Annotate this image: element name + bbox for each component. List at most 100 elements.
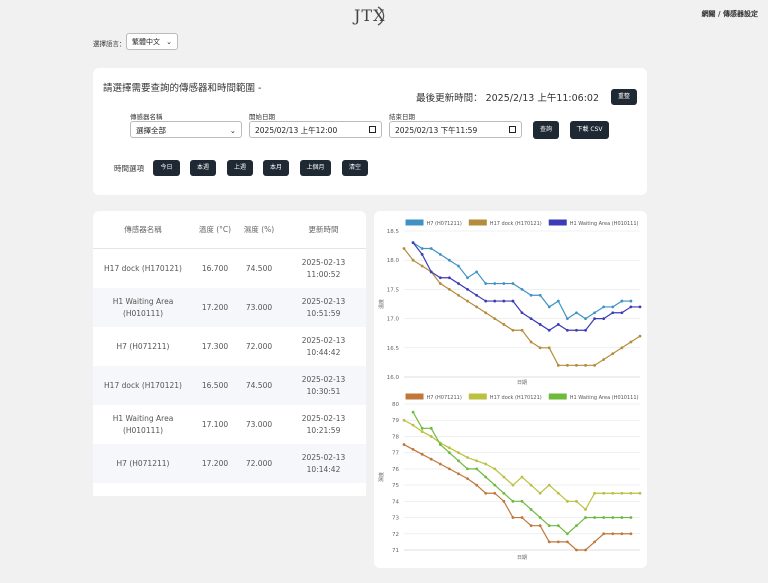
data-point — [629, 340, 633, 344]
data-point — [457, 472, 460, 476]
data-point — [602, 305, 606, 309]
data-point — [593, 363, 597, 367]
sensor-select[interactable]: 選擇全部 ⌄ — [130, 121, 242, 138]
data-point — [575, 311, 578, 315]
legend-swatch — [405, 393, 424, 400]
data-point — [511, 516, 515, 519]
data-point — [638, 491, 642, 495]
data-point — [484, 491, 488, 495]
end-input[interactable]: 2025/02/13 下午11:59 — [389, 121, 522, 138]
data-point — [411, 410, 415, 414]
data-point — [484, 311, 488, 315]
nav-link[interactable]: 網關 / 傳感器設定 — [701, 10, 758, 18]
time-option-button[interactable]: 上個月 — [300, 160, 331, 176]
data-point — [420, 252, 424, 256]
y-tick-label: 77 — [392, 451, 399, 457]
logo-mark — [377, 6, 385, 26]
time-option-button[interactable]: 清空 — [342, 160, 368, 176]
data-point — [420, 430, 424, 433]
data-point — [475, 293, 479, 297]
search-button[interactable]: 查詢 — [533, 121, 559, 139]
data-point — [565, 499, 569, 503]
legend: H7 (H071211) H17 dock (H170121) H1 Waiting… — [405, 219, 639, 227]
data-point — [538, 346, 542, 350]
data-point — [484, 475, 488, 479]
data-point — [620, 299, 624, 303]
legend-swatch — [548, 219, 567, 226]
table-row: H1 Waiting Area (H010111) 17.100 73.000 202… — [93, 405, 366, 444]
logo[interactable]: JTX — [352, 4, 388, 28]
data-point — [538, 323, 542, 326]
data-point — [529, 293, 533, 297]
language-select[interactable]: 繁體中文 ⌄ — [126, 33, 178, 50]
data-point — [620, 532, 624, 536]
table-cell: 73.000 — [237, 288, 281, 327]
data-point — [584, 363, 587, 367]
start-input[interactable]: 2025/02/13 上午12:00 — [249, 121, 382, 138]
data-point — [402, 443, 406, 446]
table-cell: H1 Waiting Area (H010111) — [112, 413, 174, 435]
table-row: H17 dock (H170121) 16.500 74.500 2025-02-13… — [93, 366, 366, 405]
header-row: 傳感器名稱 溫度 (°C) 濕度 (%) 更新時間 — [93, 211, 366, 249]
y-tick-label: 75 — [392, 483, 399, 489]
data-point — [511, 499, 515, 503]
data-point — [529, 508, 533, 511]
start-value: 2025/02/13 上午12:00 — [255, 126, 338, 135]
data-point — [547, 540, 551, 544]
data-point — [602, 317, 606, 320]
data-point — [511, 328, 515, 332]
data-point — [629, 299, 633, 303]
table-cell: 16.400 — [193, 483, 237, 496]
calendar-icon — [369, 126, 376, 133]
table-cell: 2025-02-13 10:21:59 — [301, 413, 346, 435]
y-tick-label: 80 — [392, 402, 399, 408]
table-row: H7 (H071211) 17.300 72.000 2025-02-13 10:44… — [93, 327, 366, 366]
data-point — [475, 305, 479, 309]
data-point — [565, 540, 569, 544]
data-point — [429, 270, 433, 274]
data-point — [447, 258, 451, 262]
data-point — [611, 516, 615, 519]
refresh-button[interactable]: 重整 — [611, 89, 637, 105]
time-option-button[interactable]: 上週 — [227, 160, 253, 176]
data-point — [466, 288, 469, 291]
legend-swatch — [405, 219, 424, 226]
data-point — [502, 491, 506, 495]
data-point — [593, 540, 597, 544]
data-point — [520, 516, 524, 519]
time-option-button[interactable]: 今日 — [153, 160, 180, 176]
data-point — [438, 462, 442, 466]
data-point — [429, 457, 433, 461]
table-cell: 73.000 — [245, 419, 273, 429]
data-point — [584, 508, 587, 511]
data-point — [547, 328, 551, 332]
column-header: 濕度 (%) — [237, 211, 281, 249]
end-value: 2025/02/13 下午11:59 — [395, 126, 478, 135]
data-point — [475, 270, 479, 274]
table-body: H17 dock (H170121) 16.700 74.500 2025-02-13… — [93, 249, 366, 497]
y-axis-label: 溫度 — [378, 299, 385, 309]
calendar-icon — [509, 126, 516, 133]
data-point — [411, 423, 415, 427]
legend-label: H17 dock (H170121) — [490, 395, 542, 401]
data-point — [493, 282, 497, 285]
y-tick-label: 16.5 — [387, 346, 400, 352]
data-point — [520, 475, 524, 479]
table-cell: H17 dock (H170121) — [93, 483, 193, 496]
y-tick-label: 72 — [392, 532, 399, 538]
time-option-button[interactable]: 本週 — [190, 160, 216, 176]
download-button[interactable]: 下載 CSV — [570, 121, 609, 139]
x-axis-label: 日期 — [517, 555, 527, 561]
data-point — [438, 252, 442, 256]
data-point — [447, 451, 451, 455]
data-point — [538, 516, 542, 519]
sensor-value: 選擇全部 — [136, 126, 166, 135]
data-point — [538, 491, 542, 495]
data-point — [565, 532, 569, 536]
time-option-button[interactable]: 本月 — [263, 160, 289, 176]
data-point — [466, 456, 469, 459]
data-point — [411, 448, 415, 451]
data-point — [493, 299, 497, 303]
data-point — [429, 426, 433, 430]
